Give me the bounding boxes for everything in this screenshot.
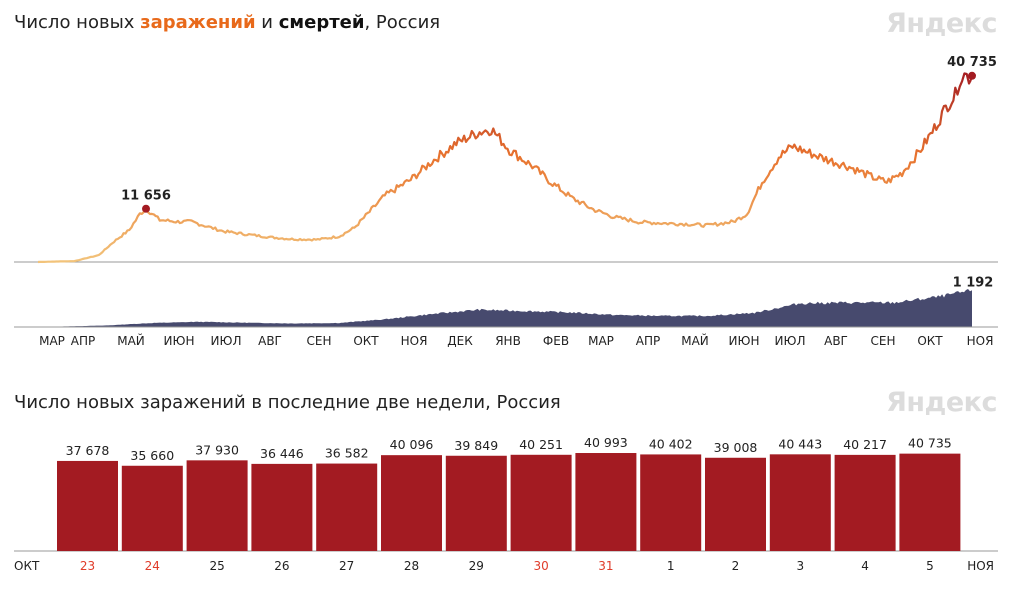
day-tick: 5 — [926, 559, 934, 573]
month-tick: ИЮЛ — [211, 334, 242, 348]
month-tick: АВГ — [258, 334, 282, 348]
infections-line — [37, 72, 974, 264]
month-tick: АПР — [636, 334, 660, 348]
month-tick: ОКТ — [917, 334, 943, 348]
day-tick: 29 — [469, 559, 484, 573]
bar — [381, 455, 442, 551]
bar-value-label: 36 446 — [260, 446, 304, 461]
month-tick: НОЯ — [401, 334, 428, 348]
month-tick: МАР — [588, 334, 614, 348]
latest-marker — [968, 71, 976, 80]
infections-deaths-title: Число новых заражений и смертей, Россия — [14, 12, 440, 33]
month-tick: ЯНВ — [495, 334, 521, 348]
bar-value-label: 40 735 — [908, 436, 952, 451]
bar-value-label: 40 251 — [519, 437, 563, 452]
bar — [510, 454, 572, 551]
day-tick: 23 — [80, 559, 95, 573]
month-tick: СЕН — [871, 334, 896, 348]
day-tick: 30 — [533, 559, 548, 573]
bar-value-label: 35 660 — [130, 448, 174, 463]
bar-value-label: 40 402 — [649, 436, 693, 451]
title-text: , Россия — [364, 12, 441, 33]
day-tick: 4 — [861, 559, 869, 573]
bar — [575, 453, 637, 551]
bar — [640, 454, 702, 551]
infections-highlight: заражений — [140, 12, 256, 33]
day-tick: 26 — [274, 559, 289, 573]
infections-chart: 11 656 40 735 — [14, 55, 998, 264]
day-tick: 24 — [145, 559, 160, 573]
bar — [445, 455, 507, 551]
day-tick: 3 — [796, 559, 804, 573]
bar-value-label: 40 993 — [584, 435, 628, 450]
month-tick: ДЕК — [447, 334, 473, 348]
month-tick: ИЮН — [729, 334, 760, 348]
bar — [186, 460, 248, 551]
month-tick: ФЕВ — [543, 334, 569, 348]
month-left-label: ОКТ — [14, 559, 40, 573]
title-text: Число новых — [14, 12, 141, 33]
bar — [834, 454, 896, 551]
bar — [57, 460, 118, 551]
two-weeks-title: Число новых заражений в последние две не… — [14, 392, 561, 413]
bar — [251, 463, 313, 551]
deaths-area — [38, 289, 972, 327]
bar — [121, 465, 183, 551]
bar-value-label: 39 008 — [714, 440, 758, 455]
day-tick: 28 — [404, 559, 419, 573]
day-tick: 2 — [732, 559, 740, 573]
month-tick: ИЮЛ — [775, 334, 806, 348]
day-tick: 27 — [339, 559, 354, 573]
bar — [316, 463, 378, 551]
month-tick: ИЮН — [164, 334, 195, 348]
month-tick: МАЙ — [681, 333, 709, 348]
latest-label: 40 735 — [947, 55, 997, 70]
month-tick: АПР — [71, 334, 95, 348]
month-tick: АВГ — [824, 334, 848, 348]
month-tick: МАР — [39, 334, 65, 348]
bar-value-label: 40 217 — [843, 437, 887, 452]
day-tick: 1 — [667, 559, 675, 573]
bar-value-label: 37 930 — [195, 442, 239, 457]
peak-label: 11 656 — [121, 189, 171, 204]
day-tick: 31 — [598, 559, 613, 573]
month-tick: СЕН — [307, 334, 332, 348]
month-tick: НОЯ — [967, 334, 994, 348]
month-tick: ОКТ — [353, 334, 379, 348]
day-tick: 25 — [209, 559, 224, 573]
peak-marker — [142, 204, 151, 213]
bar — [769, 454, 831, 551]
month-tick: МАЙ — [117, 333, 145, 348]
bar-value-label: 40 443 — [778, 436, 822, 451]
yandex-logo: Яндекс — [886, 387, 997, 418]
month-axis: МАР АПР МАЙ ИЮН ИЮЛ АВГ СЕН ОКТ НОЯ ДЕК ЯНВ ФЕВ МАР А… — [39, 333, 993, 348]
bar-value-label: 36 582 — [325, 446, 369, 461]
month-right-label: НОЯ — [967, 559, 994, 573]
deaths-chart: 1 192 — [14, 275, 998, 328]
deaths-highlight: смертей — [278, 12, 365, 33]
deaths-latest-label: 1 192 — [953, 275, 994, 290]
bar-value-label: 39 849 — [454, 438, 498, 453]
title-text: и — [255, 12, 279, 33]
bar-value-label: 37 678 — [66, 443, 110, 458]
bar-value-label: 40 096 — [390, 437, 434, 452]
yandex-logo: Яндекс — [886, 8, 997, 39]
bar — [899, 453, 961, 551]
bar — [705, 457, 766, 551]
